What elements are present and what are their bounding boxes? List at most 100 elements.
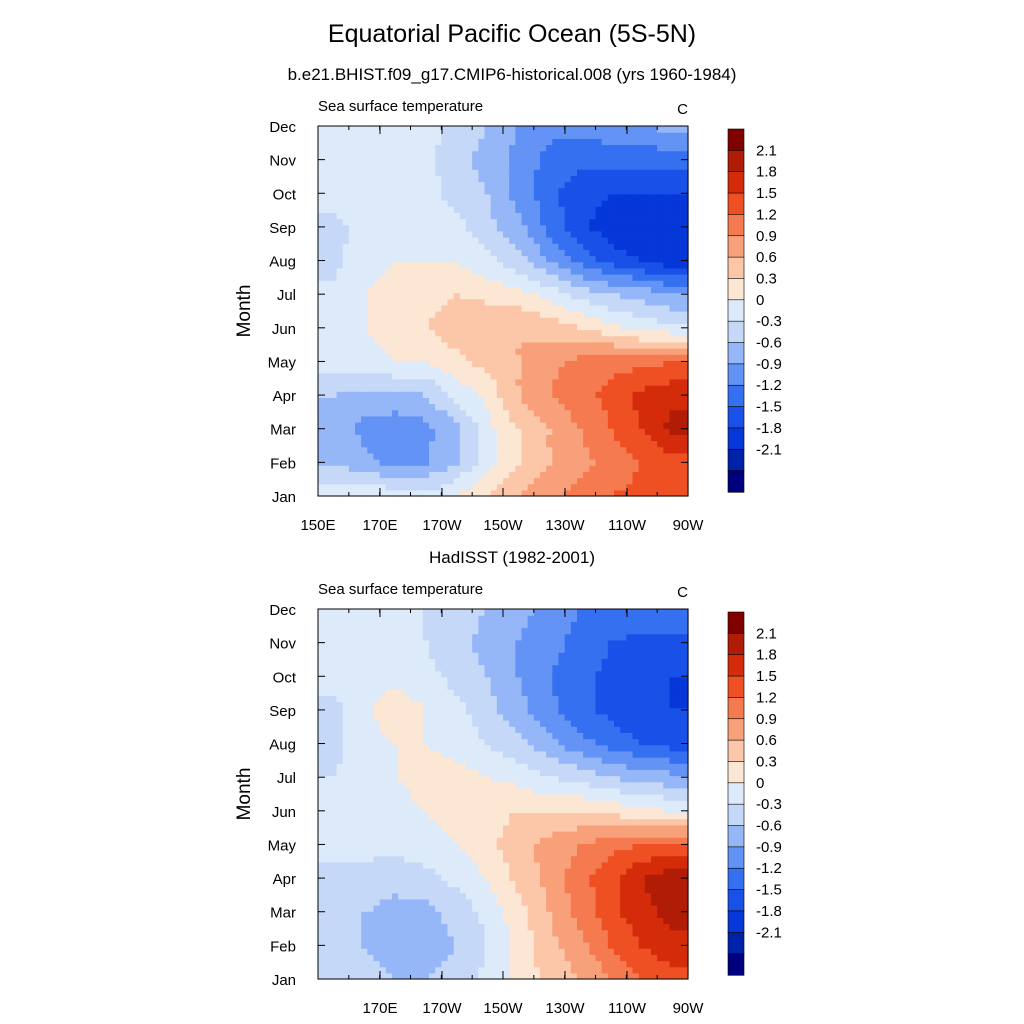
field-cell <box>447 243 455 250</box>
field-cell <box>589 212 597 220</box>
field-cell <box>478 935 486 943</box>
field-cell <box>521 292 529 300</box>
field-cell <box>552 348 560 355</box>
field-cell <box>638 434 646 442</box>
field-cell <box>441 849 449 857</box>
field-cell <box>342 193 350 201</box>
field-cell <box>681 348 689 355</box>
field-cell <box>348 923 356 931</box>
field-cell <box>681 354 689 361</box>
field-cell <box>595 348 603 355</box>
field-cell <box>675 138 683 146</box>
field-cell <box>496 415 504 423</box>
field-cell <box>435 403 442 411</box>
field-cell <box>595 286 603 294</box>
field-cell <box>577 855 584 863</box>
field-cell <box>398 886 405 894</box>
field-cell <box>490 286 498 294</box>
field-cell <box>527 187 535 195</box>
field-cell <box>552 317 560 324</box>
field-cell <box>385 459 393 466</box>
field-cell <box>675 329 683 337</box>
field-cell <box>484 243 492 250</box>
field-cell <box>681 292 689 300</box>
field-cell <box>675 304 683 312</box>
field-cell <box>361 385 368 392</box>
field-cell <box>521 923 529 931</box>
field-cell <box>638 304 646 312</box>
field-cell <box>533 261 541 269</box>
field-cell <box>472 175 479 183</box>
field-cell <box>484 440 492 448</box>
field-cell <box>435 237 442 244</box>
field-cell <box>651 378 658 386</box>
field-cell <box>336 212 344 220</box>
field-cell <box>447 163 455 170</box>
field-cell <box>669 372 677 380</box>
field-cell <box>669 960 677 968</box>
field-cell <box>392 261 399 269</box>
field-cell <box>392 905 399 912</box>
field-cell <box>552 175 560 183</box>
field-cell <box>669 972 677 980</box>
field-cell <box>435 929 442 937</box>
field-cell <box>503 150 510 158</box>
field-cell <box>330 415 338 423</box>
field-cell <box>595 372 603 380</box>
field-cell <box>367 274 375 281</box>
field-cell <box>533 224 541 232</box>
field-cell <box>657 212 664 220</box>
colorbar-box <box>727 384 745 408</box>
field-cell <box>392 378 399 386</box>
field-cell <box>558 911 566 918</box>
field-cell <box>435 960 442 968</box>
field-cell <box>355 335 362 343</box>
field-cell <box>540 434 547 442</box>
field-cell <box>355 898 362 906</box>
field-cell <box>466 428 473 435</box>
field-cell <box>527 354 535 361</box>
field-cell <box>422 187 430 195</box>
field-cell <box>466 138 473 146</box>
field-cell <box>607 422 615 429</box>
field-cell <box>577 348 584 355</box>
field-cell <box>620 477 627 485</box>
field-cell <box>373 311 381 318</box>
field-cell <box>484 452 492 460</box>
field-cell <box>657 397 664 405</box>
field-cell <box>521 329 529 337</box>
field-cell <box>521 378 529 386</box>
field-cell <box>546 966 553 974</box>
field-cell <box>392 329 399 337</box>
field-cell <box>663 341 671 349</box>
field-cell <box>540 255 547 263</box>
field-cell <box>478 972 486 980</box>
field-cell <box>385 898 393 906</box>
panel-model: JanFebMarAprMayJunJulAugSepOctNovDec150E… <box>234 98 782 534</box>
field-cell <box>367 892 375 900</box>
field-cell <box>478 360 486 368</box>
field-cell <box>336 230 344 238</box>
field-cell <box>484 905 492 912</box>
field-cell <box>546 175 553 183</box>
field-cell <box>546 335 553 343</box>
field-cell <box>435 905 442 912</box>
field-cell <box>546 477 553 485</box>
field-cell <box>472 323 479 331</box>
field-cell <box>410 169 418 176</box>
field-cell <box>515 304 523 312</box>
field-cell <box>515 905 523 912</box>
field-cell <box>361 391 368 398</box>
field-cell <box>342 286 350 294</box>
field-cell <box>503 144 510 152</box>
field-cell <box>589 150 597 158</box>
field-cell <box>669 459 677 466</box>
field-cell <box>466 409 473 417</box>
field-cell <box>435 224 442 232</box>
field-cell <box>607 954 615 962</box>
field-cell <box>614 366 621 374</box>
field-cell <box>570 886 578 894</box>
field-cell <box>651 286 658 294</box>
colorbar-box <box>727 235 745 258</box>
field-cell <box>533 187 541 195</box>
